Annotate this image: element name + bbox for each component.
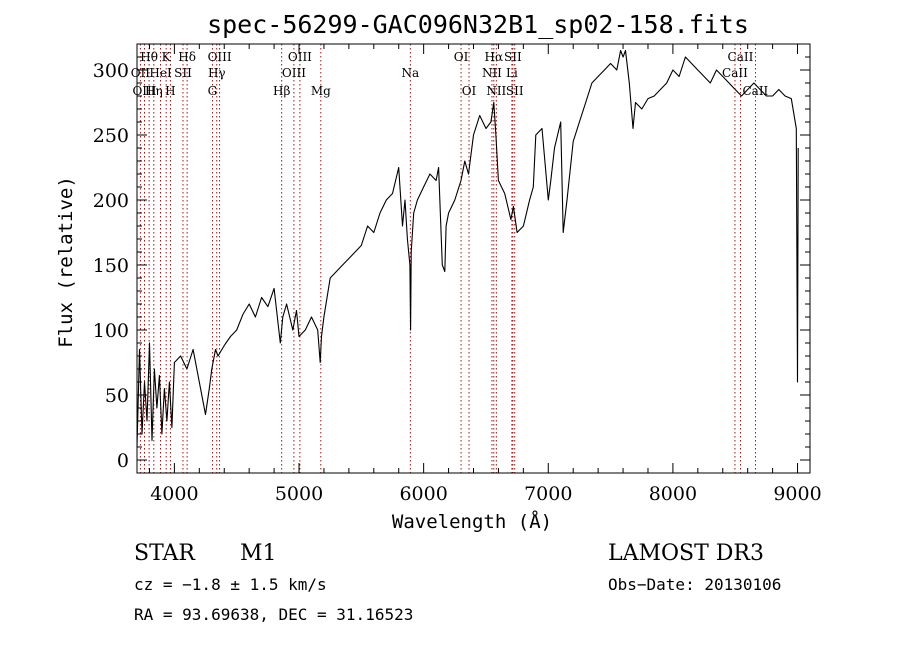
line-label-20: SII [504,50,522,64]
chart-title: spec-56299-GAC096N32B1_sp02-158.fits [207,10,749,39]
y-tick-label-6: 300 [93,60,129,82]
y-tick-label-3: 150 [93,255,129,277]
observation-date: Obs−Date: 20130106 [608,575,781,594]
line-label-15: Mg [311,84,331,98]
spectrum-line [136,49,799,448]
line-label-18: OI [462,84,477,98]
line-label-2: OIII [132,84,156,98]
line-label-14: OIII [282,66,306,80]
line-label-11: G [208,84,218,98]
x-tick-label-0: 4000 [150,483,198,505]
spectral-line-markers [139,44,756,473]
line-label-10: Hγ [208,66,226,80]
x-axis-ticks: 4000 5000 6000 7000 8000 9000 [148,44,822,505]
x-tick-label-4: 8000 [649,483,697,505]
object-class: STAR [134,541,196,566]
y-tick-label-2: 100 [93,320,129,342]
line-label-26: CaII [722,66,748,80]
line-label-8: Hδ [178,50,196,64]
line-label-23: NII [486,84,506,98]
line-label-22: Li [506,66,518,80]
line-label-3: K [162,50,172,64]
line-label-24: SII [506,84,524,98]
line-label-4: HeI [149,66,172,80]
y-axis-label: Flux (relative) [55,176,77,348]
y-tick-label-1: 50 [105,385,129,407]
x-tick-label-1: 5000 [275,483,323,505]
plot-frame [136,43,811,474]
spectral-line-labels: Hθ OII OIII K HeI Hη SII H Hδ OIII Hγ G Hβ OIII OIII Mg… [131,50,769,98]
y-tick-label-4: 200 [93,190,129,212]
x-tick-label-5: 9000 [773,483,821,505]
y-axis-ticks: 0 50 100 150 200 250 300 [93,56,810,472]
line-label-17: OI [454,50,469,64]
x-tick-label-3: 7000 [524,483,572,505]
object-subclass: M1 [240,541,277,566]
line-label-13: OIII [288,50,312,64]
line-label-6: SII [174,66,192,80]
line-label-21: NII [482,66,502,80]
x-tick-label-2: 6000 [399,483,447,505]
line-label-12: Hβ [273,84,290,98]
line-label-19: Hα [485,50,504,64]
line-label-7: H [165,84,175,98]
coordinates: RA = 93.69638, DEC = 31.16523 [134,605,413,624]
survey-name: LAMOST DR3 [608,541,764,566]
y-tick-label-0: 0 [117,450,129,472]
line-label-25: CaII [728,50,754,64]
x-axis-label: Wavelength (Å) [392,510,552,533]
redshift-cz: cz = −1.8 ± 1.5 km/s [134,575,327,594]
y-tick-label-5: 250 [93,125,129,147]
line-label-1: OII [131,66,151,80]
line-label-16: Na [401,66,419,80]
line-label-0: Hθ [140,50,158,64]
line-label-5: Hη [145,84,163,98]
line-label-9: OIII [208,50,232,64]
